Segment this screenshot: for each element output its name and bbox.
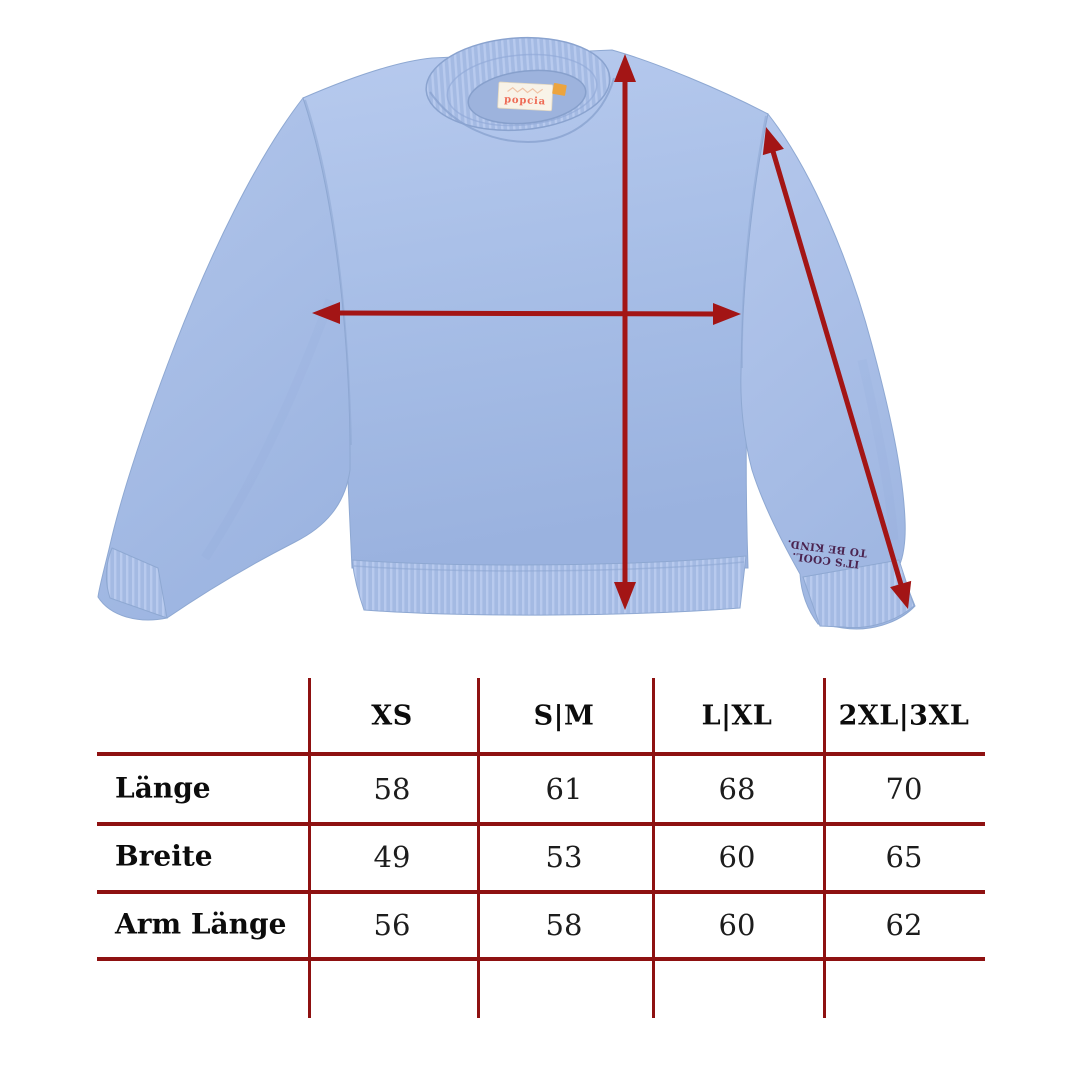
collar-chest-seam xyxy=(429,77,615,144)
hem-seam xyxy=(353,561,745,572)
hem-ribbing xyxy=(351,555,747,616)
neck-label: popcia xyxy=(497,81,567,112)
measurement-arrows xyxy=(312,54,912,610)
left-cuff-ribbing xyxy=(105,547,168,619)
brand-name: popcia xyxy=(504,94,546,107)
column-header-2xl3xl: 2XL|3XL xyxy=(838,700,970,732)
table-grid-line xyxy=(97,957,985,961)
size-tag xyxy=(552,83,567,96)
cell-breite-2xl3xl: 65 xyxy=(885,840,923,874)
product-photo: popcia IT'S COOL. TO BE KIND. xyxy=(97,36,916,630)
cell-laenge-sm: 61 xyxy=(545,772,583,806)
cell-arm-xs: 56 xyxy=(373,908,411,942)
left-sleeve xyxy=(97,96,351,621)
right-sleeve xyxy=(740,112,916,630)
cell-laenge-2xl3xl: 70 xyxy=(885,772,923,806)
label-zigzag xyxy=(507,86,544,94)
cell-laenge-lxl: 68 xyxy=(718,772,756,806)
row-label-laenge: Länge xyxy=(115,771,211,805)
right-cuff-ribbing xyxy=(802,559,915,629)
table-grid-line xyxy=(97,822,985,826)
table-grid-line xyxy=(97,752,985,756)
column-header-xs: XS xyxy=(371,700,413,732)
cell-arm-lxl: 60 xyxy=(718,908,756,942)
table-grid-line xyxy=(823,678,826,1018)
width-arrow xyxy=(312,302,741,325)
cell-laenge-xs: 58 xyxy=(373,772,411,806)
column-header-lxl: L|XL xyxy=(701,700,773,732)
cell-breite-xs: 49 xyxy=(373,840,411,874)
table-grid-line xyxy=(308,678,311,1018)
cell-arm-sm: 58 xyxy=(545,908,583,942)
length-arrow xyxy=(614,54,636,610)
left-armhole-seam xyxy=(304,99,352,446)
collar-fold-line xyxy=(446,53,598,127)
cell-breite-sm: 53 xyxy=(545,840,583,874)
table-grid-line xyxy=(652,678,655,1018)
table-grid-line xyxy=(477,678,480,1018)
collar: popcia xyxy=(425,36,615,144)
right-sleeve-fold xyxy=(857,358,899,541)
row-label-arm-laenge: Arm Länge xyxy=(115,907,287,941)
column-header-sm: S|M xyxy=(533,700,595,732)
table-grid-line xyxy=(97,890,985,894)
cell-arm-2xl3xl: 62 xyxy=(885,908,923,942)
sweatshirt-diagram: popcia IT'S COOL. TO BE KIND. xyxy=(97,36,916,630)
row-label-breite: Breite xyxy=(115,839,213,873)
arm-length-arrow xyxy=(762,127,912,609)
left-sleeve-fold xyxy=(201,298,335,561)
right-armhole-seam xyxy=(740,115,767,369)
cell-breite-lxl: 60 xyxy=(718,840,756,874)
